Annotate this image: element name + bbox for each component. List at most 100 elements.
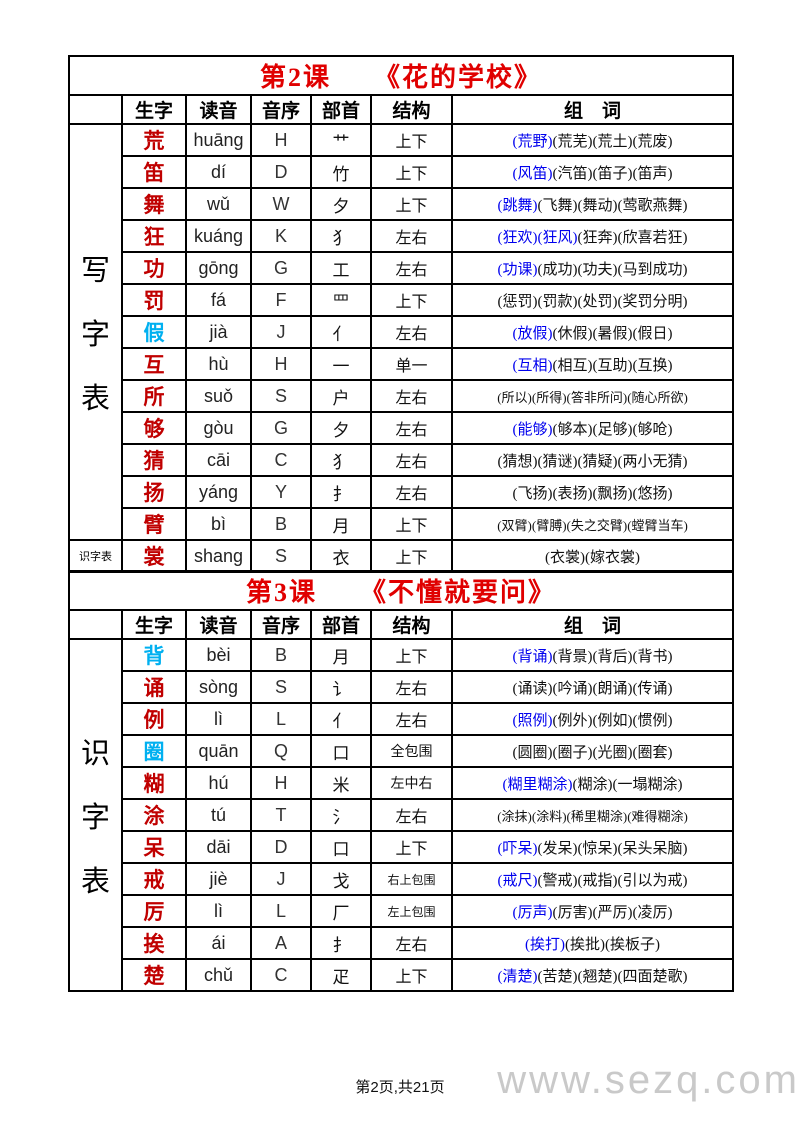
radical: 扌 bbox=[310, 475, 372, 509]
structure: 单一 bbox=[370, 347, 453, 381]
alphabetical-initial: D bbox=[250, 155, 312, 189]
radical: 戈 bbox=[310, 862, 372, 896]
word-combinations: (糊里糊涂)(糊涂)(一塌糊涂) bbox=[450, 766, 735, 800]
alphabetical-initial: H bbox=[250, 766, 312, 800]
vocab-row: 呆 dāi D 口上下 (吓呆)(发呆)(惊呆)(呆头呆脑) bbox=[69, 830, 735, 864]
highlighted-words: (吓呆) bbox=[497, 840, 538, 857]
alphabetical-initial: L bbox=[250, 894, 312, 928]
pinyin: gōng bbox=[185, 251, 252, 285]
pinyin: kuáng bbox=[185, 219, 252, 253]
radical: 厂 bbox=[310, 894, 372, 928]
regular-words: (例外)(例如)(惯例) bbox=[552, 712, 673, 729]
structure: 上下 bbox=[370, 830, 453, 864]
radical: 衣 bbox=[310, 539, 372, 573]
radical: 米 bbox=[310, 766, 372, 800]
highlighted-words: (戒尺) bbox=[497, 872, 538, 889]
new-character: 假 bbox=[121, 315, 187, 349]
vertical-label-char: 表 bbox=[80, 866, 110, 898]
new-character: 功 bbox=[121, 251, 187, 285]
structure: 左右 bbox=[370, 315, 453, 349]
side-label-写字表: 写字表 bbox=[68, 123, 123, 541]
regular-words: (糊涂)(一塌糊涂) bbox=[572, 776, 683, 793]
radical: 罒 bbox=[310, 283, 372, 317]
word-combinations: (互相)(相互)(互助)(互换) bbox=[450, 347, 735, 381]
new-character: 裳 bbox=[121, 539, 187, 573]
regular-words: (猜想)(猜谜)(猜疑)(两小无猜) bbox=[497, 453, 688, 470]
regular-words: (诵读)(吟诵)(朗诵)(传诵) bbox=[512, 680, 673, 697]
col-header-pronunciation: 读音 bbox=[185, 94, 252, 125]
word-combinations: (戒尺)(警戒)(戒指)(引以为戒) bbox=[450, 862, 735, 896]
word-combinations: (放假)(休假)(暑假)(假日) bbox=[450, 315, 735, 349]
regular-words: (双臂)(臂膊)(失之交臂)(螳臂当车) bbox=[497, 517, 688, 533]
new-character: 够 bbox=[121, 411, 187, 445]
alphabetical-initial: B bbox=[250, 507, 312, 541]
alphabetical-initial: C bbox=[250, 443, 312, 477]
highlighted-words: (能够) bbox=[512, 421, 553, 438]
regular-words: (飞舞)(舞动)(莺歌燕舞) bbox=[537, 197, 688, 214]
radical: 户 bbox=[310, 379, 372, 413]
corner-cell bbox=[68, 609, 123, 640]
vocab-row: 扬 yáng Y 扌左右 (飞扬)(表扬)(飘扬)(悠扬) bbox=[69, 475, 735, 509]
structure: 右上包围 bbox=[370, 862, 453, 896]
new-character: 背 bbox=[121, 638, 187, 672]
lesson-title-row: 第2课 《花的学校》 bbox=[67, 55, 735, 96]
alphabetical-initial: G bbox=[250, 411, 312, 445]
radical: 月 bbox=[310, 638, 372, 672]
vertical-label: 写字表 bbox=[71, 247, 120, 417]
vocab-row: 功 gōng G 工左右 (功课)(成功)(功夫)(马到成功) bbox=[69, 251, 735, 285]
structure: 上下 bbox=[370, 283, 453, 317]
page-number: 第2页,共21页 bbox=[355, 1079, 445, 1096]
vertical-label-char: 识 bbox=[80, 738, 110, 770]
col-header-character: 生字 bbox=[121, 94, 187, 125]
alphabetical-initial: F bbox=[250, 283, 312, 317]
lesson2-vocab-table: 第2课 《花的学校》 生字 读音 音序 部首 结构 组 词 写字表荒 huāng H… bbox=[67, 55, 735, 573]
pinyin: hú bbox=[185, 766, 252, 800]
alphabetical-initial: S bbox=[250, 670, 312, 704]
alphabetical-initial: H bbox=[250, 123, 312, 157]
lesson2-title: 第2课 《花的学校》 bbox=[67, 55, 735, 96]
corner-cell bbox=[68, 94, 123, 125]
regular-words: (荒芜)(荒土)(荒废) bbox=[552, 133, 673, 150]
radical: 艹 bbox=[310, 123, 372, 157]
vertical-label-char: 表 bbox=[80, 383, 110, 415]
radical: 一 bbox=[310, 347, 372, 381]
radical: 犭 bbox=[310, 219, 372, 253]
regular-words: (飞扬)(表扬)(飘扬)(悠扬) bbox=[512, 485, 673, 502]
side-label-mini: 识字表 bbox=[68, 539, 123, 573]
alphabetical-initial: J bbox=[250, 862, 312, 896]
alphabetical-initial: K bbox=[250, 219, 312, 253]
new-character: 狂 bbox=[121, 219, 187, 253]
structure: 上下 bbox=[370, 539, 453, 573]
vertical-label-char: 写 bbox=[80, 255, 110, 287]
new-character: 楚 bbox=[121, 958, 187, 992]
word-combinations: (清楚)(苦楚)(翘楚)(四面楚歌) bbox=[450, 958, 735, 992]
col-header-initial: 音序 bbox=[250, 609, 312, 640]
radical: 疋 bbox=[310, 958, 372, 992]
radical: 口 bbox=[310, 830, 372, 864]
highlighted-words: (放假) bbox=[512, 325, 553, 342]
pinyin: dí bbox=[185, 155, 252, 189]
alphabetical-initial: L bbox=[250, 702, 312, 736]
column-header-row: 生字 读音 音序 部首 结构 组 词 bbox=[68, 609, 735, 640]
vocab-row: 狂 kuáng K 犭左右 (狂欢)(狂风)(狂奔)(欣喜若狂) bbox=[69, 219, 735, 253]
alphabetical-initial: C bbox=[250, 958, 312, 992]
vocab-row: 识字表裳 shang S 衣上下 (衣裳)(嫁衣裳) bbox=[68, 539, 735, 573]
pinyin: gòu bbox=[185, 411, 252, 445]
regular-words: (狂奔)(欣喜若狂) bbox=[577, 229, 688, 246]
regular-words: (所以)(所得)(答非所问)(随心所欲) bbox=[497, 389, 688, 405]
lesson-title-row: 第3课 《不懂就要问》 bbox=[67, 570, 735, 611]
vocab-row: 例 lì L 亻左右 (照例)(例外)(例如)(惯例) bbox=[69, 702, 735, 736]
highlighted-words: (糊里糊涂) bbox=[502, 776, 573, 793]
structure: 上下 bbox=[370, 187, 453, 221]
regular-words: (苦楚)(翘楚)(四面楚歌) bbox=[537, 968, 688, 985]
new-character: 戒 bbox=[121, 862, 187, 896]
alphabetical-initial: S bbox=[250, 539, 312, 573]
alphabetical-initial: G bbox=[250, 251, 312, 285]
radical: 口 bbox=[310, 734, 372, 768]
word-combinations: (双臂)(臂膊)(失之交臂)(螳臂当车) bbox=[450, 507, 735, 541]
regular-words: (休假)(暑假)(假日) bbox=[552, 325, 673, 342]
pinyin: ái bbox=[185, 926, 252, 960]
pinyin: hù bbox=[185, 347, 252, 381]
col-header-structure: 结构 bbox=[370, 609, 453, 640]
